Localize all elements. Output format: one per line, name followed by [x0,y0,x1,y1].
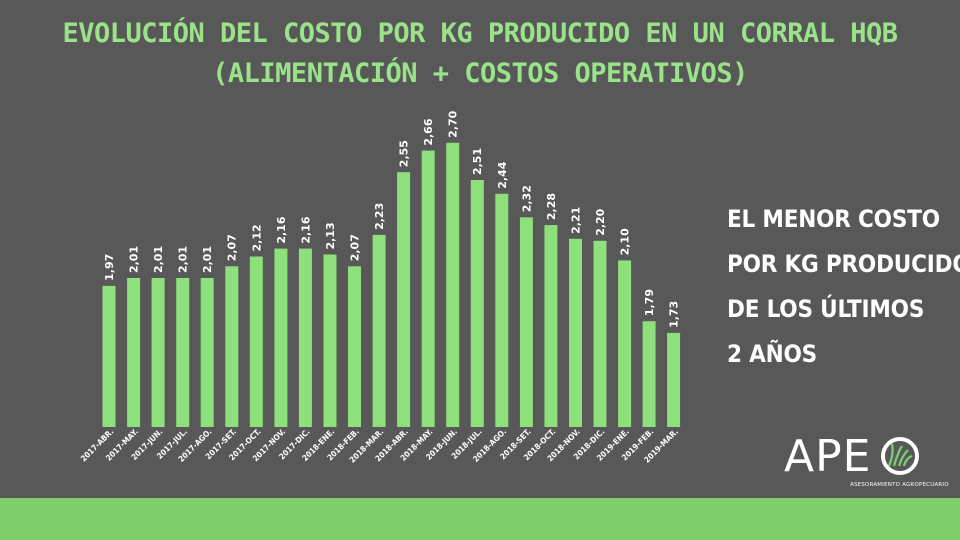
bar-2018-ABR. [397,172,411,427]
value-label: 2,21 [569,207,582,234]
bar-2018-OCT. [544,225,558,427]
bar-2019-ENE. [618,260,632,427]
value-label: 2,23 [373,203,386,230]
value-label: 2,01 [152,246,165,273]
value-label: 2,01 [201,246,214,273]
value-label: 2,13 [324,222,337,249]
bar-2017-NOV. [274,248,288,427]
bar-2017-DIC. [298,248,312,427]
value-label: 2,20 [594,208,607,235]
value-label: 2,07 [349,234,362,261]
footer-bar [0,498,960,540]
value-label: 2,07 [226,234,239,261]
bar-2017-AGO. [200,278,214,427]
value-label: 2,66 [422,118,435,145]
value-label: 2,44 [496,161,509,188]
chart-title-line-1: EVOLUCIÓN DEL COSTO POR KG PRODUCIDO EN … [62,18,898,49]
bar-2019-MAR. [667,332,681,427]
value-label: 1,73 [668,301,681,328]
value-label: 2,32 [520,185,533,212]
bar-2017-JUL. [176,278,190,427]
bar-2017-MAY. [127,278,141,427]
bar-2017-JUN. [151,278,165,427]
value-label: 1,79 [643,289,656,316]
side-note-line-4: 2 AÑOS [727,340,818,368]
value-label: 2,10 [619,228,632,255]
ape-logo: APE ASESORAMIENTO AGROPECUARIO [784,431,949,494]
bar-2018-FEB. [348,266,361,427]
bar-2019-FEB. [642,321,656,427]
bar-2018-ENE. [323,254,337,427]
value-label: 2,16 [299,216,312,243]
value-label: 1,97 [103,254,116,281]
bar-2018-SET. [519,217,533,427]
bar-2018-DIC. [593,240,607,427]
bar-2018-JUN. [446,142,460,428]
value-label: 2,70 [447,110,460,137]
side-note-line-3: DE LOS ÚLTIMOS [727,295,925,323]
logo-grass-icon [881,437,919,475]
bar-2018-MAR. [372,234,386,427]
value-label: 2,12 [250,224,263,251]
value-label: 2,01 [177,246,190,273]
value-label: 2,28 [545,193,558,220]
bar-2018-NOV. [569,238,582,427]
side-note-line-2: POR KG PRODUCIDO [727,250,960,278]
bar-2018-MAY. [421,150,435,427]
value-label: 2,16 [275,216,288,243]
value-label: 2,51 [471,148,484,175]
bar-2018-JUL. [470,180,484,427]
logo-subtitle: ASESORAMIENTO AGROPECUARIO [850,482,949,488]
bar-2017-OCT. [249,256,263,427]
chart-title: EVOLUCIÓN DEL COSTO POR KG PRODUCIDO EN … [0,14,960,94]
chart-title-line-2: (ALIMENTACIÓN + COSTOS OPERATIVOS) [212,58,748,89]
side-note: EL MENOR COSTO POR KG PRODUCIDO DE LOS Ú… [727,197,960,377]
side-note-line-1: EL MENOR COSTO [727,205,940,233]
value-label: 2,55 [398,140,411,167]
bar-2017-ABR. [102,285,116,427]
bar-2017-SET. [225,266,239,427]
bar-2018-AGO. [495,193,509,427]
logo-text: APE [784,431,872,482]
value-label: 2,01 [128,246,141,273]
